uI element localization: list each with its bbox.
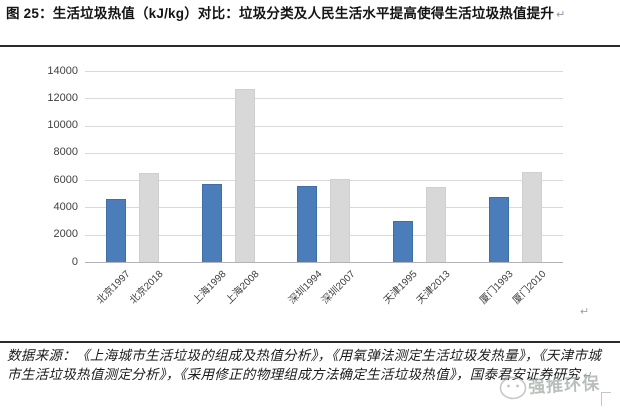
bar-group bbox=[276, 71, 372, 262]
bar-厦门1993 bbox=[488, 196, 509, 262]
bar-天津2013 bbox=[426, 186, 447, 262]
bar-上海1998 bbox=[201, 184, 222, 262]
bar-深圳2007 bbox=[330, 178, 351, 262]
gridline-0 bbox=[85, 262, 563, 263]
bar-深圳1994 bbox=[297, 185, 318, 262]
gridline-8000 bbox=[85, 152, 563, 154]
watermark-corner-bracket bbox=[601, 392, 611, 406]
gridline-2000 bbox=[85, 234, 563, 236]
x-axis-tick-label: 深圳1994 bbox=[286, 268, 325, 307]
plot-area bbox=[85, 71, 563, 263]
x-axis-tick-label: 厦门2010 bbox=[510, 268, 549, 307]
bar-chart: 0 2000 4000 6000 8000 10000 12000 14000 北京1997 北… bbox=[0, 55, 620, 335]
data-source-note: 数据来源：《上海城市生活垃圾的组成及热值分析》，《用氧弹法测定生活垃圾发热量》，… bbox=[7, 347, 613, 385]
x-axis-tick-label: 上海1998 bbox=[190, 268, 229, 307]
bar-上海2008 bbox=[234, 88, 255, 262]
bar-北京1997 bbox=[106, 199, 127, 262]
gridline-12000 bbox=[85, 98, 563, 100]
y-axis-tick-label: 14000 bbox=[47, 64, 78, 77]
x-axis-tick-label: 天津1995 bbox=[382, 268, 420, 307]
bar-group bbox=[85, 71, 181, 262]
bar-北京2018 bbox=[139, 173, 160, 262]
data-source-text: 数据来源：《上海城市生活垃圾的组成及热值分析》，《用氧弹法测定生活垃圾发热量》，… bbox=[7, 348, 601, 382]
x-axis-tick-label: 北京2018 bbox=[128, 268, 166, 307]
y-axis-tick-label: 8000 bbox=[53, 146, 78, 159]
x-axis-tick-label: 天津2013 bbox=[415, 268, 453, 307]
y-axis-tick-label: 2000 bbox=[53, 228, 78, 241]
x-axis-tick-label: 厦门1993 bbox=[477, 268, 516, 307]
y-axis-tick-label: 4000 bbox=[53, 200, 78, 213]
gridline-4000 bbox=[85, 207, 563, 209]
bar-天津1995 bbox=[393, 221, 414, 262]
gridline-10000 bbox=[85, 125, 563, 127]
y-axis-tick-label: 12000 bbox=[47, 91, 78, 104]
x-axis-tick-label: 深圳2007 bbox=[319, 268, 358, 307]
bar-厦门2010 bbox=[521, 171, 542, 262]
bar-group bbox=[467, 71, 563, 262]
bar-group bbox=[372, 71, 468, 262]
x-axis-tick-label: 上海2008 bbox=[223, 268, 262, 307]
footer-divider-rule bbox=[0, 341, 620, 343]
bar-group bbox=[181, 71, 277, 262]
y-axis-tick-label: 10000 bbox=[47, 119, 78, 132]
source-return-mark-icon: ↵ bbox=[582, 369, 592, 382]
chart-return-mark-icon: ↵ bbox=[580, 306, 590, 318]
title-return-mark-icon: ↵ bbox=[556, 9, 566, 21]
figure-title: 图 25：生活垃圾热值（kJ/kg）对比：垃圾分类及人民生活水平提高使得生活垃圾… bbox=[6, 4, 614, 25]
gridline-6000 bbox=[85, 180, 563, 182]
title-divider-rule bbox=[0, 45, 620, 47]
y-axis-tick-label: 0 bbox=[71, 255, 78, 268]
y-axis-tick-label: 6000 bbox=[53, 173, 78, 186]
x-axis-tick-label: 北京1997 bbox=[95, 268, 133, 307]
gridline-14000 bbox=[85, 71, 563, 72]
figure-title-text: 图 25：生活垃圾热值（kJ/kg）对比：垃圾分类及人民生活水平提高使得生活垃圾… bbox=[6, 6, 555, 21]
